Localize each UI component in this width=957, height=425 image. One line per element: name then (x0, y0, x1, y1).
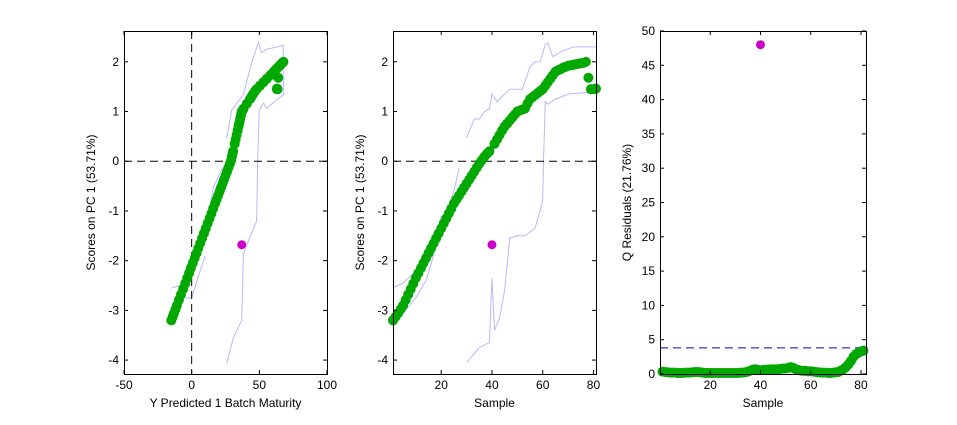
outlier-point (237, 240, 247, 250)
y-tick-label: 2 (112, 55, 119, 69)
x-tick-label: -50 (115, 378, 133, 392)
axes-box (393, 31, 597, 375)
y-tick-label: 45 (642, 58, 656, 72)
y-tick-label: 0 (648, 367, 655, 381)
x-axis-label: Sample (743, 396, 784, 410)
y-tick-label: -2 (377, 254, 388, 268)
y-tick-label: 0 (381, 154, 388, 168)
outlier-point (487, 240, 497, 250)
x-tick-label: 80 (587, 378, 601, 392)
x-tick-label: 80 (854, 378, 868, 392)
y-tick-label: -3 (108, 303, 119, 317)
x-tick-label: 100 (317, 378, 337, 392)
y-tick-label: 1 (112, 105, 119, 119)
confidence-limit-line (466, 91, 597, 363)
data-point (580, 56, 591, 67)
y-tick-label: 2 (381, 55, 388, 69)
y-axis-label: Q Residuals (21.76%) (620, 144, 634, 261)
plot-scores-vs-predicted: -50 0 50 100 -4 -3 -2 -1 0 1 2 Y Predicted 1 Batch … (84, 31, 337, 410)
y-tick-label: -4 (108, 353, 119, 367)
x-tick-label: 40 (754, 378, 768, 392)
x-tick-label: 40 (485, 378, 499, 392)
x-tick-label: 60 (536, 378, 550, 392)
x-axis-label: Sample (474, 396, 515, 410)
y-tick-label: 25 (642, 196, 656, 210)
axes-box (124, 31, 328, 375)
y-tick-label: -3 (377, 303, 388, 317)
y-tick-label: 15 (642, 264, 656, 278)
data-point (228, 146, 239, 157)
y-tick-label: 20 (642, 230, 656, 244)
y-tick-label: -2 (108, 254, 119, 268)
y-tick-label: 0 (112, 154, 119, 168)
y-axis-label: Scores on PC 1 (53.71%) (84, 134, 98, 270)
y-tick-label: 40 (642, 93, 656, 107)
data-point (271, 83, 282, 94)
y-tick-label: 1 (381, 105, 388, 119)
x-tick-label: 20 (704, 378, 718, 392)
outlier-point (755, 40, 765, 50)
y-tick-label: 5 (648, 333, 655, 347)
x-tick-label: 20 (435, 378, 449, 392)
plot-scores-vs-sample: 20 40 60 80 -4 -3 -2 -1 0 1 2 Sample Scores on PC 1 … (353, 31, 601, 410)
x-tick-label: 50 (253, 378, 267, 392)
x-tick-label: 60 (804, 378, 818, 392)
y-tick-label: -1 (108, 204, 119, 218)
y-axis-label: Scores on PC 1 (53.71%) (353, 134, 367, 270)
data-point (273, 72, 284, 83)
plot-q-residuals-vs-sample: 20 40 60 80 0 5 10 15 20 25 30 35 40 45 50 Sample Q Resi… (620, 24, 869, 410)
data-point (858, 345, 869, 356)
data-point (484, 146, 495, 157)
y-tick-label: -4 (377, 353, 388, 367)
confidence-limit-line (226, 40, 284, 364)
data-point (278, 56, 289, 67)
confidence-limit-line (466, 42, 596, 139)
data-point (583, 72, 594, 83)
y-tick-label: -1 (377, 204, 388, 218)
y-tick-label: 30 (642, 161, 656, 175)
x-tick-label: 0 (188, 378, 195, 392)
y-tick-label: 10 (642, 298, 656, 312)
x-axis-label: Y Predicted 1 Batch Maturity (150, 396, 302, 410)
y-tick-label: 50 (642, 24, 656, 38)
y-tick-label: 35 (642, 127, 656, 141)
